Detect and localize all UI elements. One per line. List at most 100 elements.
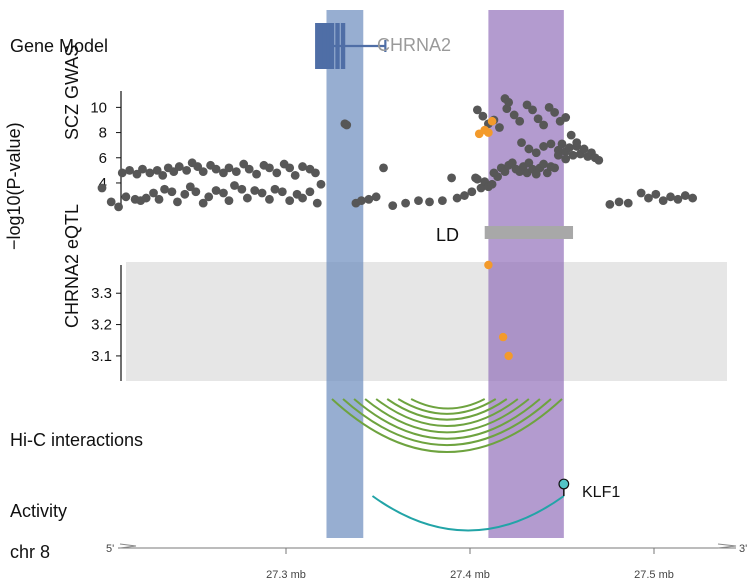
gwas-point bbox=[114, 202, 123, 212]
gwas-point bbox=[623, 198, 633, 208]
gwas-point bbox=[357, 196, 366, 205]
gwas-point bbox=[285, 196, 295, 205]
gwas-point bbox=[568, 150, 578, 160]
gene-exon bbox=[329, 23, 335, 69]
gwas-point bbox=[487, 179, 497, 189]
gwas-point bbox=[173, 197, 182, 207]
gwas-point bbox=[257, 188, 267, 198]
gwas-point bbox=[539, 142, 548, 151]
activity-arc bbox=[371, 495, 565, 532]
gwas-point bbox=[198, 167, 208, 177]
gwas-point bbox=[342, 120, 352, 130]
gwas-point bbox=[658, 196, 668, 205]
gwas-point bbox=[460, 191, 469, 200]
gwas-point bbox=[636, 188, 646, 198]
gwas-point bbox=[237, 184, 247, 194]
gwas-point bbox=[379, 163, 388, 173]
gwas-point bbox=[688, 193, 698, 203]
genome-x-tick-label: 27.5 mb bbox=[634, 569, 674, 581]
gwas-point bbox=[270, 184, 280, 194]
gwas-point bbox=[673, 194, 683, 204]
gwas-y-tick-label: 10 bbox=[90, 99, 107, 116]
hic-arc bbox=[331, 398, 563, 453]
gwas-point bbox=[388, 201, 398, 211]
gwas-point bbox=[528, 105, 537, 115]
gwas-point bbox=[666, 192, 675, 202]
gwas-point bbox=[230, 181, 239, 190]
hic-arc bbox=[410, 398, 486, 410]
gwas-point bbox=[550, 108, 560, 117]
gwas-point bbox=[141, 193, 151, 203]
ld-layer bbox=[484, 226, 574, 239]
gwas-point bbox=[198, 198, 208, 208]
gwas-point bbox=[298, 162, 307, 171]
gwas-point bbox=[478, 111, 488, 121]
gwas-point bbox=[244, 164, 254, 174]
eqtl-point bbox=[484, 260, 493, 270]
gwas-point bbox=[305, 187, 315, 197]
five-prime-label: 5' bbox=[106, 543, 114, 555]
hic-label: Hi-C interactions bbox=[10, 430, 143, 450]
gene-model-label: Gene Model bbox=[10, 36, 108, 56]
gwas-point bbox=[539, 159, 548, 169]
gwas-point bbox=[557, 139, 567, 149]
gwas-point bbox=[231, 167, 241, 177]
hic-arc bbox=[397, 398, 497, 415]
gwas-highlight-point bbox=[487, 116, 497, 126]
eqtl-y-tick-label: 3.3 bbox=[91, 285, 112, 302]
gwas-point bbox=[504, 97, 514, 107]
gwas-point bbox=[566, 130, 576, 140]
genome-x-tick-label: 27.3 mb bbox=[266, 569, 306, 581]
gene-exon bbox=[322, 23, 327, 69]
gwas-point bbox=[452, 193, 462, 203]
eqtl-point bbox=[504, 351, 513, 361]
gwas-point bbox=[524, 144, 534, 154]
gwas-point bbox=[579, 144, 589, 154]
gwas-point bbox=[472, 105, 482, 115]
gwas-point bbox=[401, 198, 410, 208]
gwas-point bbox=[158, 170, 168, 180]
gwas-point bbox=[546, 139, 556, 149]
gwas-y-tick-label: 4 bbox=[99, 175, 107, 192]
gwas-point bbox=[272, 168, 282, 178]
gwas-point bbox=[614, 197, 624, 207]
gwas-point bbox=[298, 193, 307, 203]
gwas-point bbox=[425, 197, 434, 207]
gwas-point bbox=[121, 192, 131, 202]
gwas-point bbox=[515, 116, 525, 126]
gwas-point bbox=[242, 193, 252, 203]
gwas-point bbox=[160, 184, 169, 194]
gwas-point bbox=[553, 150, 563, 160]
gwas-point bbox=[167, 187, 177, 197]
hic-arc bbox=[353, 398, 541, 440]
genome-x-tick-label: 27.4 mb bbox=[450, 569, 490, 581]
hic-arc bbox=[386, 398, 508, 421]
gwas-point bbox=[219, 188, 228, 198]
hic-layer bbox=[331, 398, 563, 453]
gwas-y-tick-label: 6 bbox=[99, 150, 107, 167]
gwas-point bbox=[138, 164, 147, 174]
gene-exon bbox=[335, 23, 340, 69]
gwas-point bbox=[204, 192, 214, 202]
three-prime-arrow bbox=[717, 543, 737, 549]
eqtl-point bbox=[498, 332, 508, 342]
gwas-point bbox=[265, 163, 274, 173]
activity-label: Activity bbox=[10, 501, 67, 521]
gwas-point bbox=[224, 196, 234, 205]
gwas-point bbox=[182, 165, 192, 175]
gwas-point bbox=[265, 194, 274, 204]
hic-arc bbox=[375, 398, 519, 427]
ld-label: LD bbox=[436, 225, 459, 245]
gene-exon bbox=[318, 23, 324, 69]
gene-exon bbox=[326, 23, 331, 69]
genome-axis-layer: 27.3 mb 27.4 mb 27.5 mb bbox=[118, 543, 737, 581]
gwas-point bbox=[594, 155, 604, 165]
gene-exon bbox=[340, 23, 346, 69]
gwas-point bbox=[191, 187, 201, 197]
gwas-point bbox=[154, 194, 164, 204]
shared-y-axis-label: −log10(P-value) bbox=[4, 122, 24, 250]
gwas-point bbox=[149, 188, 158, 198]
eqtl-panel-background bbox=[126, 262, 727, 381]
klf1-label: KLF1 bbox=[582, 484, 620, 501]
